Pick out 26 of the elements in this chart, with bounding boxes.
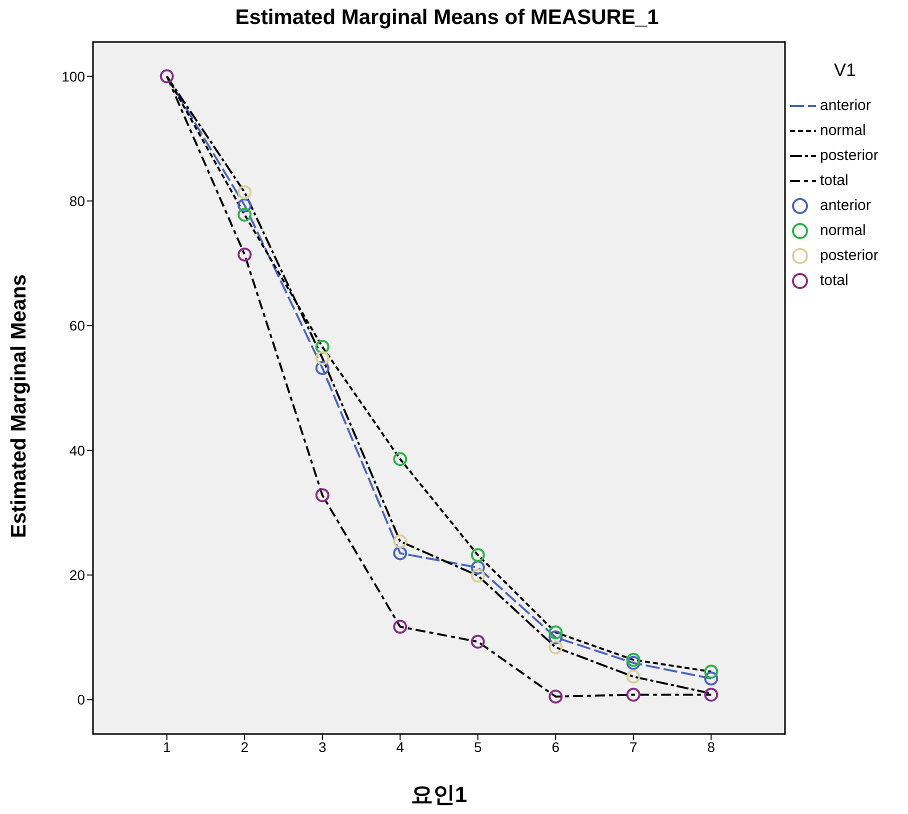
legend-label: normal bbox=[820, 122, 866, 139]
legend-label: total bbox=[820, 172, 848, 189]
x-tick-label: 2 bbox=[240, 738, 249, 755]
legend-label: normal bbox=[820, 222, 866, 239]
x-tick-label: 8 bbox=[707, 738, 716, 755]
y-tick-label: 80 bbox=[69, 192, 86, 209]
legend-label: posterior bbox=[820, 147, 878, 164]
x-tick-label: 1 bbox=[162, 738, 171, 755]
x-tick-label: 6 bbox=[552, 738, 560, 755]
y-tick-label: 100 bbox=[62, 68, 86, 84]
y-tick-label: 0 bbox=[77, 692, 86, 708]
legend-label: anterior bbox=[820, 97, 871, 114]
y-axis-title: Estimated Marginal Means bbox=[7, 274, 30, 538]
x-tick-label: 4 bbox=[396, 738, 404, 755]
x-tick-label: 7 bbox=[629, 738, 638, 755]
legend-label: posterior bbox=[820, 247, 878, 264]
x-tick-label: 5 bbox=[474, 738, 482, 755]
chart-title: Estimated Marginal Means of MEASURE_1 bbox=[234, 6, 660, 30]
y-tick-label: 40 bbox=[69, 442, 86, 458]
legend-label: anterior bbox=[820, 197, 871, 214]
legend-title: V1 bbox=[832, 60, 858, 81]
x-axis-title: 요인1 bbox=[410, 782, 468, 807]
y-tick-label: 60 bbox=[69, 318, 86, 334]
x-tick-label: 3 bbox=[318, 738, 326, 755]
y-tick-label: 20 bbox=[69, 566, 86, 583]
legend-label: total bbox=[820, 272, 848, 289]
